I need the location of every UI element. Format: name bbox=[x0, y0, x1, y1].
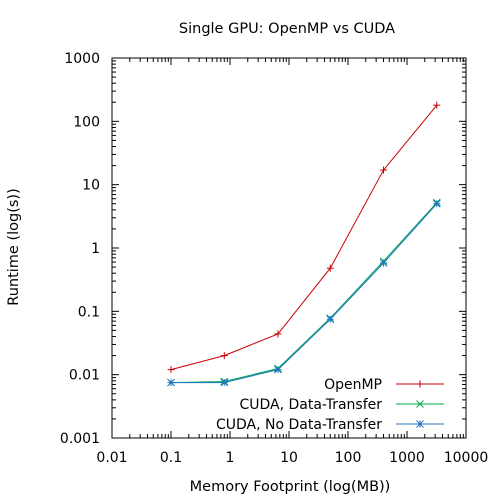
data-point-openmp bbox=[168, 366, 175, 373]
data-point-cuda-no-data-transfer bbox=[274, 366, 281, 373]
series-line-cuda-data-transfer bbox=[171, 203, 437, 383]
y-tick-label: 0.1 bbox=[78, 304, 100, 320]
x-tick-label: 1 bbox=[226, 450, 235, 466]
x-tick-label: 10 bbox=[280, 450, 298, 466]
legend-label-cuda-data-transfer: CUDA, Data-Transfer bbox=[239, 397, 382, 413]
chart-title: Single GPU: OpenMP vs CUDA bbox=[179, 21, 395, 37]
series-layer bbox=[168, 102, 441, 386]
y-tick-label: 0.01 bbox=[69, 368, 100, 384]
data-point-cuda-no-data-transfer bbox=[327, 316, 334, 323]
y-tick-label: 1 bbox=[91, 241, 100, 257]
x-tick-label: 10000 bbox=[444, 450, 489, 466]
x-tick-label: 0.1 bbox=[160, 450, 182, 466]
legend: OpenMP CUDA, Data-Transfer CUDA, No Data-T… bbox=[216, 377, 444, 433]
x-tick-label: 100 bbox=[335, 450, 362, 466]
series-line-cuda-no-data-transfer bbox=[171, 204, 437, 383]
data-point-cuda-no-data-transfer bbox=[433, 200, 440, 207]
x-tick-label: 0.01 bbox=[96, 450, 127, 466]
data-point-cuda-no-data-transfer bbox=[221, 379, 228, 386]
x-tick-label: 1000 bbox=[389, 450, 425, 466]
plot-frame bbox=[112, 58, 466, 438]
y-axis-label: Runtime (log(s)) bbox=[6, 188, 22, 305]
x-axis-label: Memory Footprint (log(MB)) bbox=[190, 479, 391, 495]
y-tick-label: 100 bbox=[73, 114, 100, 130]
legend-marker-openmp bbox=[417, 381, 424, 388]
y-tick-label: 10 bbox=[82, 178, 100, 194]
series-line-openmp bbox=[171, 105, 437, 369]
legend-marker-cuda-no-data-transfer bbox=[417, 421, 424, 428]
y-tick-label: 1000 bbox=[64, 51, 100, 67]
data-point-cuda-no-data-transfer bbox=[380, 259, 387, 266]
data-point-cuda-no-data-transfer bbox=[168, 379, 175, 386]
legend-label-openmp: OpenMP bbox=[324, 377, 382, 393]
legend-label-cuda-no-data-transfer: CUDA, No Data-Transfer bbox=[216, 417, 382, 433]
data-point-openmp bbox=[221, 352, 228, 359]
y-tick-label: 0.001 bbox=[60, 431, 100, 447]
